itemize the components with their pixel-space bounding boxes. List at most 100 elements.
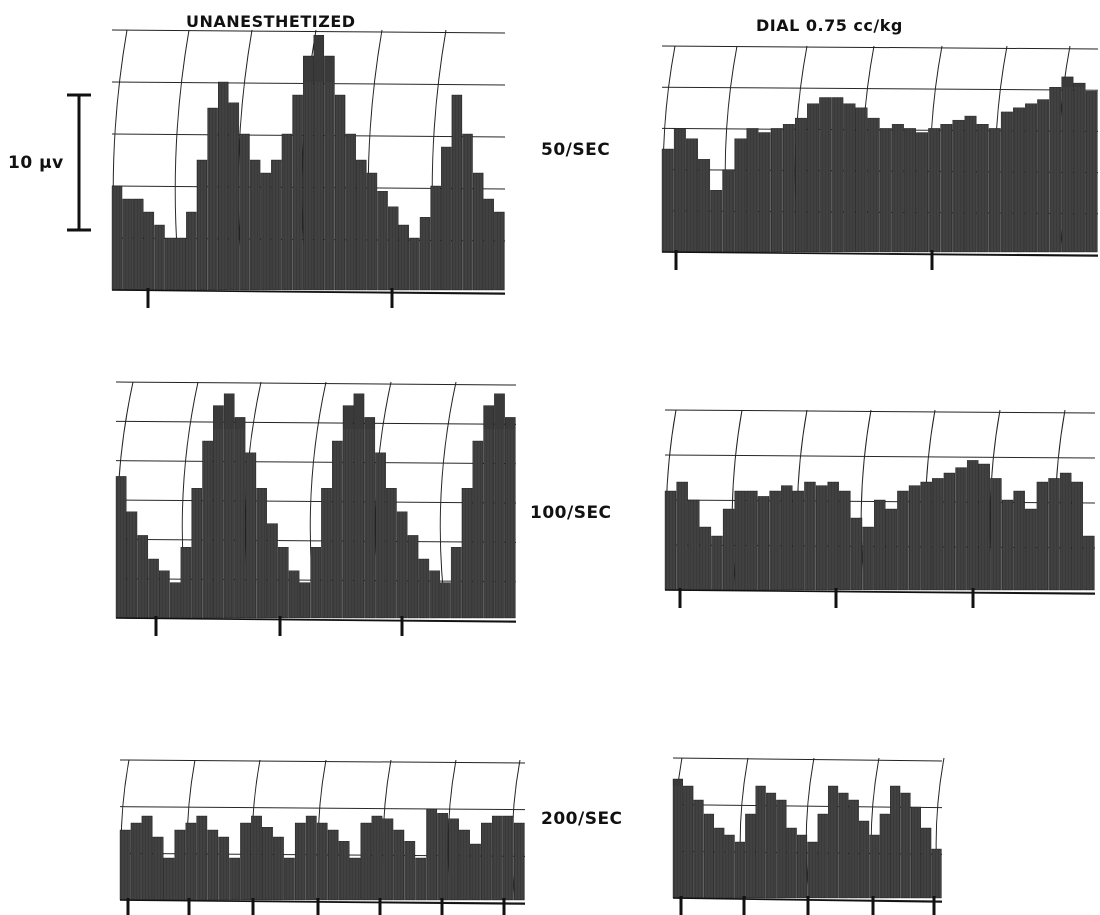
bar <box>781 486 792 590</box>
bar <box>218 82 228 290</box>
bar <box>246 453 256 618</box>
grid-hline <box>665 455 1095 458</box>
bar <box>170 583 180 618</box>
bar <box>953 120 965 252</box>
bar <box>186 212 196 290</box>
bar <box>470 844 480 900</box>
bar <box>735 139 747 252</box>
bar <box>235 417 245 618</box>
grid-hline <box>120 760 525 763</box>
bar <box>886 509 897 590</box>
bar <box>967 460 978 590</box>
bar <box>144 212 154 290</box>
bar <box>756 786 766 898</box>
panel-unanesthetized-200 <box>120 760 525 915</box>
bar <box>941 124 953 252</box>
panel-unanesthetized-50 <box>112 30 505 308</box>
baseline <box>665 590 1095 594</box>
bar <box>303 56 313 290</box>
bar <box>311 547 321 618</box>
bar <box>514 823 524 900</box>
bar <box>662 149 674 252</box>
bar <box>928 128 940 252</box>
bar <box>979 464 990 590</box>
bar <box>261 173 271 290</box>
bar <box>202 441 212 618</box>
bar <box>314 35 324 290</box>
bar <box>771 128 783 252</box>
bar <box>758 496 769 590</box>
bar <box>787 828 797 898</box>
bar <box>420 217 430 290</box>
bar <box>1002 500 1013 590</box>
bar <box>112 186 122 290</box>
bar <box>451 547 461 618</box>
bar <box>977 124 989 252</box>
bar <box>735 491 746 590</box>
bar <box>989 128 1001 252</box>
bar <box>1072 482 1083 590</box>
bar <box>766 793 776 898</box>
bar <box>1062 77 1074 252</box>
bar <box>473 441 483 618</box>
bar <box>240 823 250 900</box>
bar <box>851 518 862 590</box>
bar <box>832 98 844 253</box>
bar <box>295 823 305 900</box>
scale-bar <box>67 95 91 230</box>
grid-hline <box>662 46 1098 49</box>
bar <box>1086 91 1098 252</box>
bar <box>793 491 804 590</box>
bar <box>405 841 415 900</box>
bar <box>397 512 407 618</box>
baseline <box>662 252 1098 256</box>
panel-dial-200 <box>673 758 944 915</box>
baseline <box>120 900 525 904</box>
grid-hline <box>662 87 1098 90</box>
grid-hline <box>116 421 516 424</box>
bar <box>208 830 218 900</box>
bar <box>282 134 292 290</box>
bar <box>747 128 759 252</box>
bar <box>694 800 704 898</box>
bar <box>808 842 818 898</box>
bar <box>700 527 711 590</box>
bar <box>186 823 196 900</box>
bar <box>339 841 349 900</box>
grid-hline <box>120 807 525 810</box>
bar <box>219 837 229 900</box>
bar <box>127 512 137 618</box>
bar <box>965 116 977 252</box>
baseline <box>116 618 516 622</box>
bar <box>383 819 393 900</box>
baseline <box>112 290 505 294</box>
bar <box>484 199 494 290</box>
bar <box>257 488 267 618</box>
bar <box>208 108 218 290</box>
bar <box>909 486 920 590</box>
grid-hline <box>665 410 1095 413</box>
bar <box>880 128 892 252</box>
bar <box>116 476 126 618</box>
bar <box>346 134 356 290</box>
bar <box>944 473 955 590</box>
bar <box>828 786 838 898</box>
bar <box>880 814 890 898</box>
bar <box>503 816 513 900</box>
bar <box>463 134 473 290</box>
bar <box>714 828 724 898</box>
bar <box>1050 87 1062 252</box>
bar <box>1037 482 1048 590</box>
bar <box>133 199 143 290</box>
bar <box>426 809 436 900</box>
bar <box>176 238 186 290</box>
bar <box>131 823 141 900</box>
bar <box>213 406 223 618</box>
bar <box>874 500 885 590</box>
bar <box>437 813 447 900</box>
bar <box>816 486 827 590</box>
bar <box>828 482 839 590</box>
bar <box>723 509 734 590</box>
bar <box>901 793 911 898</box>
bar <box>759 133 771 252</box>
